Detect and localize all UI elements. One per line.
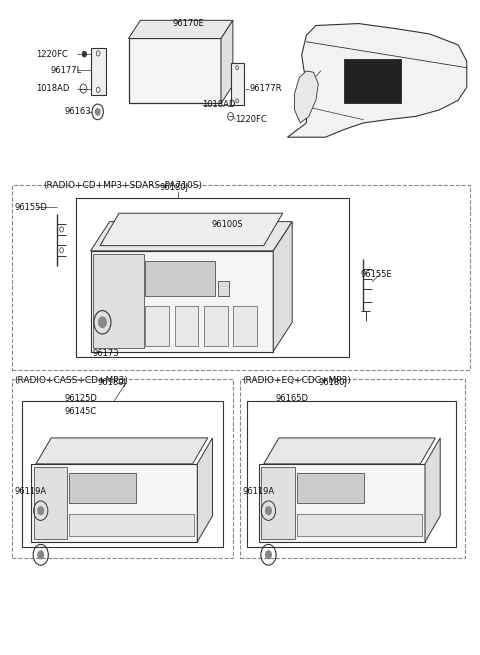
Bar [76,198,349,357]
Polygon shape [36,438,208,464]
Bar [70,473,136,503]
Bar [261,467,295,538]
Bar [259,464,425,542]
Text: 96119A: 96119A [242,487,275,496]
Text: 96155E: 96155E [361,270,393,279]
Bar [218,281,229,296]
Text: 96173: 96173 [93,349,120,358]
Text: 96177R: 96177R [250,84,282,93]
Text: 96170E: 96170E [173,19,204,28]
Bar [12,185,470,369]
Bar [240,379,466,558]
Circle shape [38,507,44,515]
Text: 96155D: 96155D [14,203,48,212]
Circle shape [83,52,86,57]
Bar [70,514,194,536]
Bar [22,401,223,547]
Text: 96177L: 96177L [50,66,82,75]
Text: 96180J: 96180J [159,183,188,193]
Polygon shape [288,24,467,137]
Text: 96180J: 96180J [318,378,348,387]
Bar [218,281,229,296]
Text: 96163: 96163 [64,107,91,117]
Text: 96165D: 96165D [276,394,309,403]
Polygon shape [129,20,233,39]
Text: (RADIO+EQ+CDC+MP3): (RADIO+EQ+CDC+MP3) [242,376,351,385]
Bar [297,473,363,503]
Polygon shape [221,20,233,103]
Circle shape [98,317,106,328]
Text: 96125D: 96125D [64,394,97,403]
Text: 96180J: 96180J [97,378,127,387]
Polygon shape [264,438,435,464]
Bar [93,254,144,348]
Bar [91,48,106,95]
Bar [233,306,257,346]
Text: (RADIO+CD+MP3+SDARS–PA710S): (RADIO+CD+MP3+SDARS–PA710S) [43,181,202,191]
Bar [247,401,456,547]
Text: 96100S: 96100S [212,220,243,229]
Bar [12,379,233,558]
Polygon shape [295,71,318,123]
Polygon shape [273,221,292,352]
Circle shape [38,551,44,559]
Text: (RADIO+CASS+CD+MP3): (RADIO+CASS+CD+MP3) [14,376,129,385]
Bar [31,464,197,542]
Text: 1018AD: 1018AD [202,100,235,109]
Polygon shape [91,221,292,251]
Bar [230,63,244,105]
Text: 1018AD: 1018AD [36,84,70,93]
Text: 1220FC: 1220FC [36,50,68,58]
Bar [204,306,228,346]
Bar [344,60,401,103]
Bar [218,281,229,296]
Bar [297,514,422,536]
Bar [145,261,215,296]
Circle shape [265,551,271,559]
Circle shape [265,507,271,515]
Polygon shape [425,438,440,542]
Bar [145,306,169,346]
Bar [129,39,221,103]
Bar [34,467,67,538]
Circle shape [96,109,100,115]
Text: 96145C: 96145C [64,407,96,417]
Text: 96119A: 96119A [14,487,47,496]
Polygon shape [197,438,213,542]
Bar [91,251,273,352]
Bar [175,306,198,346]
Polygon shape [100,213,283,246]
Text: 1220FC: 1220FC [235,115,267,124]
